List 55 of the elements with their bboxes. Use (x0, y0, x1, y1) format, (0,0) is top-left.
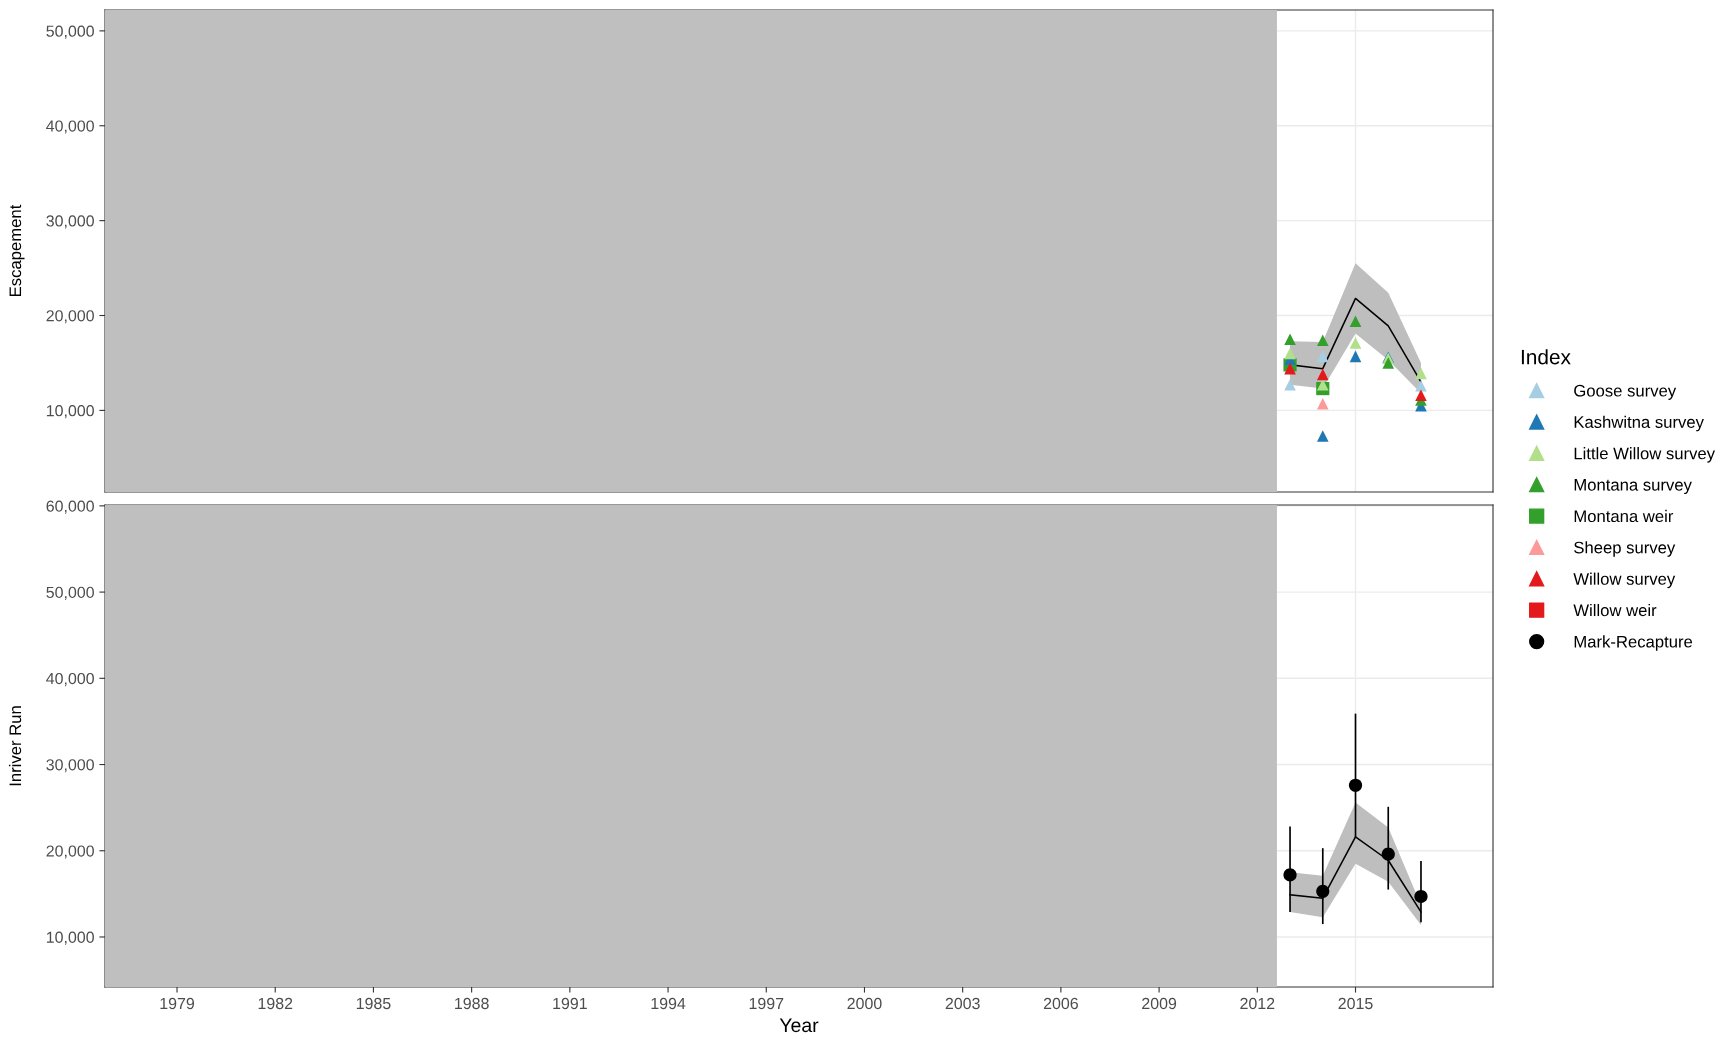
point (1415, 379, 1427, 392)
point (1349, 350, 1362, 363)
point (1283, 868, 1297, 882)
y-tick-label: 50,000 (46, 586, 94, 600)
point (1349, 337, 1362, 349)
point (1284, 378, 1296, 391)
y-axis-title: Inriver Run (8, 706, 22, 786)
y-tick-label: 10,000 (46, 405, 94, 419)
x-tick-label: 1994 (651, 997, 686, 1010)
y-tick-label: 40,000 (46, 672, 94, 687)
point (1382, 357, 1395, 369)
x-tick-label: 1991 (553, 997, 587, 1010)
text: Mark-Recapture (1574, 635, 1693, 651)
y-tick-label: 60,000 (46, 500, 94, 514)
point (1316, 430, 1329, 442)
x-tick-label: 2015 (1338, 997, 1373, 1010)
legend-title: Index (1521, 349, 1571, 365)
point (1414, 889, 1428, 904)
point (1415, 389, 1427, 402)
x-tick-label: 1982 (258, 997, 293, 1010)
x-tick-label: 2006 (1043, 997, 1078, 1010)
legend-label: Sheep survey (1574, 541, 1676, 557)
legend-label: Goose survey (1574, 384, 1677, 400)
legend-label: Montana survey (1574, 479, 1692, 495)
x-tick-label: 2003 (945, 997, 980, 1010)
point (1316, 397, 1329, 410)
y-axis-title: Escapement (9, 204, 25, 296)
point (1316, 334, 1329, 346)
y-tick-label: 20,000 (46, 845, 94, 859)
point (1316, 350, 1329, 363)
legend-label: Willow survey (1573, 572, 1676, 589)
legend-label: Willow weir (1573, 603, 1657, 617)
x-tick-label: 2012 (1240, 997, 1275, 1010)
legend-label: Kashwitna survey (1574, 415, 1704, 432)
legend-label: Montana weir (1574, 509, 1674, 523)
x-tick-label: 1985 (356, 997, 391, 1010)
legend-label: Little Willow survey (1574, 447, 1715, 463)
x-tick-label: 2000 (847, 997, 882, 1010)
y-tick-label: 10,000 (46, 931, 94, 945)
point (1316, 368, 1329, 381)
point (1349, 315, 1362, 328)
point (1316, 884, 1330, 898)
x-axis-title: Year (779, 1018, 819, 1033)
point (1284, 333, 1296, 346)
y-tick-label: 50,000 (46, 25, 94, 39)
y-tick-label: 30,000 (46, 759, 94, 773)
x-tick-label: 2009 (1142, 997, 1177, 1010)
y-tick-label: 30,000 (46, 215, 94, 229)
x-tick-label: 1997 (749, 997, 784, 1010)
y-tick-label: 20,000 (46, 310, 94, 324)
point (1348, 778, 1363, 792)
point (1381, 847, 1395, 861)
y-tick-label: 40,000 (46, 120, 94, 134)
x-tick-label: 1988 (455, 997, 489, 1010)
x-tick-label: 1979 (160, 997, 195, 1010)
